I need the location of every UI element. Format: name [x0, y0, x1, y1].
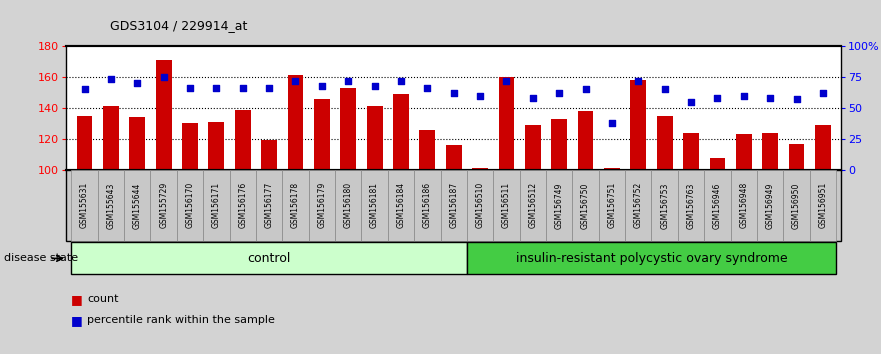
- Bar: [419, 130, 435, 170]
- Text: GSM156948: GSM156948: [739, 182, 748, 228]
- Point: [526, 95, 540, 101]
- Bar: [815, 125, 831, 170]
- Text: GSM156178: GSM156178: [291, 182, 300, 228]
- Bar: [656, 116, 672, 170]
- Point: [737, 93, 751, 98]
- Text: GSM156750: GSM156750: [581, 182, 590, 229]
- Bar: [130, 117, 145, 170]
- Point: [130, 80, 144, 86]
- Bar: [499, 77, 515, 170]
- Point: [420, 85, 434, 91]
- Point: [78, 86, 92, 92]
- Bar: [736, 134, 751, 170]
- Text: GSM156949: GSM156949: [766, 182, 774, 229]
- Text: GSM156950: GSM156950: [792, 182, 801, 229]
- Text: GSM155729: GSM155729: [159, 182, 168, 228]
- Text: GSM156753: GSM156753: [660, 182, 670, 229]
- Text: GSM155643: GSM155643: [107, 182, 115, 229]
- Point: [605, 120, 619, 126]
- Text: GSM156187: GSM156187: [449, 182, 458, 228]
- Text: GSM156179: GSM156179: [317, 182, 326, 228]
- Text: GSM156751: GSM156751: [607, 182, 617, 228]
- Point: [579, 86, 593, 92]
- Text: ■: ■: [71, 314, 83, 327]
- Point: [210, 85, 224, 91]
- Bar: [446, 145, 462, 170]
- Bar: [77, 116, 93, 170]
- Bar: [366, 107, 382, 170]
- Bar: [788, 144, 804, 170]
- Point: [394, 78, 408, 84]
- Bar: [631, 80, 647, 170]
- Bar: [393, 94, 409, 170]
- Text: GSM156510: GSM156510: [476, 182, 485, 228]
- Text: ■: ■: [71, 293, 83, 306]
- Bar: [472, 169, 488, 170]
- Text: count: count: [87, 294, 119, 304]
- Point: [684, 99, 698, 105]
- Point: [763, 95, 777, 101]
- Point: [473, 93, 487, 98]
- Bar: [683, 133, 699, 170]
- Bar: [156, 60, 172, 170]
- Bar: [525, 125, 541, 170]
- Text: percentile rank within the sample: percentile rank within the sample: [87, 315, 275, 325]
- Bar: [762, 133, 778, 170]
- Bar: [314, 99, 329, 170]
- Text: insulin-resistant polycystic ovary syndrome: insulin-resistant polycystic ovary syndr…: [515, 252, 788, 265]
- Text: GSM156177: GSM156177: [264, 182, 274, 228]
- Bar: [604, 169, 620, 170]
- Bar: [552, 119, 567, 170]
- Text: control: control: [248, 252, 291, 265]
- Text: GSM156951: GSM156951: [818, 182, 827, 228]
- Point: [789, 96, 803, 102]
- Text: GSM156749: GSM156749: [555, 182, 564, 229]
- Text: GSM156512: GSM156512: [529, 182, 537, 228]
- Text: GSM156752: GSM156752: [633, 182, 643, 228]
- Point: [552, 90, 566, 96]
- Text: GSM155631: GSM155631: [80, 182, 89, 228]
- Text: GSM156186: GSM156186: [423, 182, 432, 228]
- Point: [816, 90, 830, 96]
- Bar: [340, 88, 356, 170]
- Point: [710, 95, 724, 101]
- Text: GSM156946: GSM156946: [713, 182, 722, 229]
- Bar: [578, 111, 594, 170]
- Bar: [709, 158, 725, 170]
- Text: GSM155644: GSM155644: [133, 182, 142, 229]
- Point: [104, 76, 118, 82]
- Text: disease state: disease state: [4, 253, 78, 263]
- Point: [315, 83, 329, 88]
- Bar: [235, 109, 251, 170]
- Point: [236, 85, 250, 91]
- Text: GSM156170: GSM156170: [186, 182, 195, 228]
- Point: [447, 90, 461, 96]
- Text: GDS3104 / 229914_at: GDS3104 / 229914_at: [110, 19, 248, 32]
- Bar: [287, 75, 303, 170]
- Text: GSM156180: GSM156180: [344, 182, 352, 228]
- Point: [657, 86, 671, 92]
- Point: [500, 78, 514, 84]
- Point: [288, 78, 302, 84]
- Bar: [261, 141, 277, 170]
- Text: GSM156184: GSM156184: [396, 182, 405, 228]
- Point: [341, 78, 355, 84]
- Bar: [182, 124, 198, 170]
- Text: GSM156763: GSM156763: [686, 182, 695, 229]
- Text: GSM156511: GSM156511: [502, 182, 511, 228]
- Text: GSM156171: GSM156171: [212, 182, 221, 228]
- Bar: [103, 107, 119, 170]
- Text: GSM156181: GSM156181: [370, 182, 379, 228]
- Point: [262, 85, 276, 91]
- Point: [157, 74, 171, 80]
- Point: [183, 85, 197, 91]
- Point: [367, 83, 381, 88]
- Bar: [209, 122, 225, 170]
- Point: [632, 78, 646, 84]
- Text: GSM156176: GSM156176: [238, 182, 248, 228]
